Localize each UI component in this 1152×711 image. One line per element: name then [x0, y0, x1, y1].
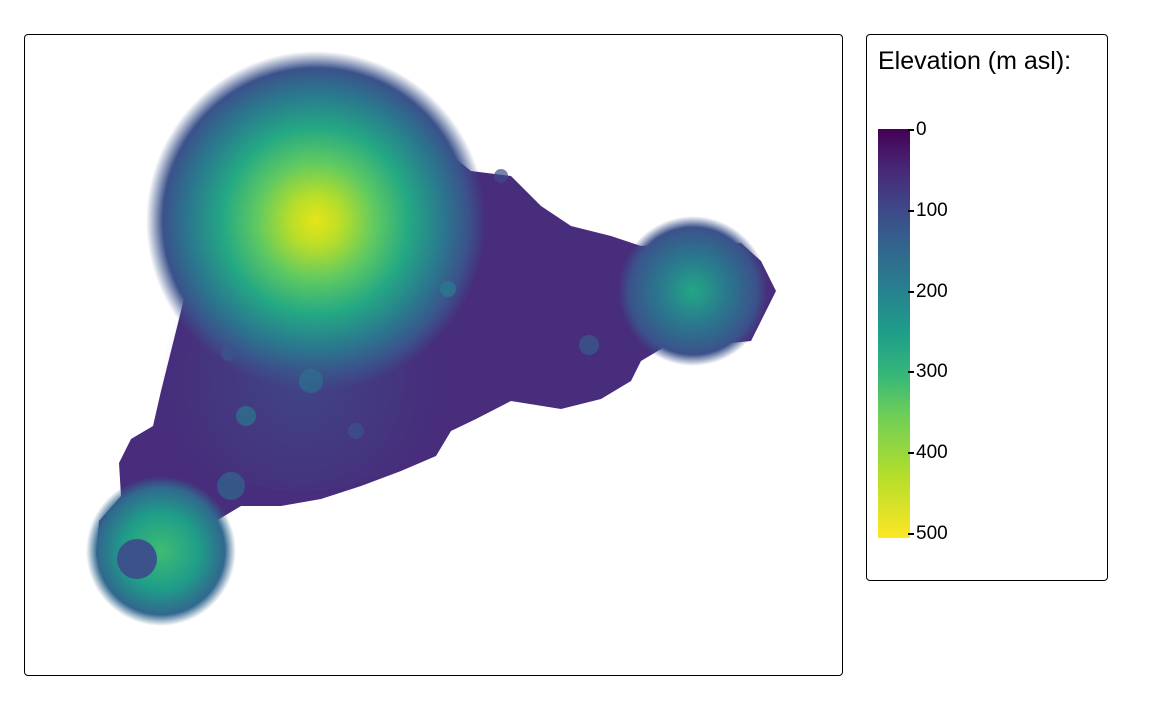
- cone-1: [579, 335, 599, 355]
- tick-label-500: 500: [916, 523, 948, 544]
- tick-label-0: 0: [916, 119, 927, 140]
- map-panel: [24, 34, 843, 676]
- tick-mark-500: [908, 533, 914, 535]
- main-peak: [146, 51, 486, 391]
- cone-3: [221, 345, 237, 361]
- tick-label-400: 400: [916, 442, 948, 463]
- tick-label-100: 100: [916, 200, 948, 221]
- tick-mark-300: [908, 371, 914, 373]
- island-elevation-map: [86, 51, 776, 626]
- tick-label-300: 300: [916, 361, 948, 382]
- southwest-peak: [86, 476, 236, 626]
- tick-mark-400: [908, 452, 914, 454]
- cone-4: [236, 406, 256, 426]
- tick-label-200: 200: [916, 281, 948, 302]
- tick-mark-200: [908, 291, 914, 293]
- tick-mark-0: [908, 129, 914, 131]
- cone-8: [494, 169, 508, 183]
- cone-7: [348, 423, 364, 439]
- crater-southwest: [117, 539, 157, 579]
- east-peak: [618, 216, 768, 366]
- cone-6: [217, 472, 245, 500]
- tick-mark-100: [908, 210, 914, 212]
- cone-5: [299, 369, 323, 393]
- elevation-colorbar: [878, 129, 910, 538]
- cone-2: [440, 281, 456, 297]
- legend-panel: Elevation (m asl): 0 100 200 300 400 500: [866, 34, 1108, 581]
- legend-title: Elevation (m asl):: [878, 47, 1072, 75]
